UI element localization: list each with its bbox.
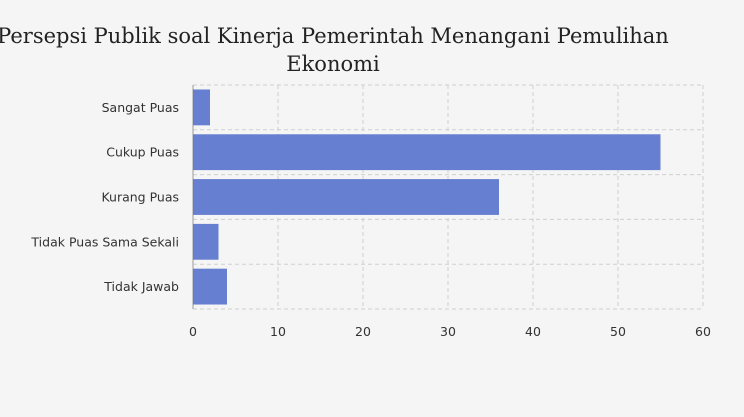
bar <box>193 89 210 126</box>
chart-title-line-2: Ekonomi <box>286 52 380 76</box>
x-tick-label: 20 <box>355 324 371 339</box>
x-tick-label: 40 <box>525 324 541 339</box>
y-category-label: Tidak Puas Sama Sekali <box>30 234 179 249</box>
y-category-label: Kurang Puas <box>101 190 179 205</box>
bar <box>193 134 661 171</box>
bar-layer <box>193 89 661 305</box>
y-category-label: Sangat Puas <box>102 100 179 115</box>
label-layer: 0 10 20 30 40 50 60 Sangat Puas Cukup Puas Kurang… <box>30 100 711 339</box>
x-tick-label: 30 <box>440 324 456 339</box>
y-category-label: Tidak Jawab <box>103 279 179 294</box>
bar <box>193 179 499 215</box>
x-tick-label: 10 <box>270 324 286 339</box>
bar <box>193 268 227 305</box>
bar <box>193 223 219 260</box>
chart-title-line-1: Persepsi Publik soal Kinerja Pemerintah … <box>0 24 669 48</box>
x-tick-label: 50 <box>610 324 626 339</box>
y-category-label: Cukup Puas <box>106 145 179 160</box>
x-tick-label: 0 <box>189 324 197 339</box>
x-tick-label: 60 <box>695 324 711 339</box>
